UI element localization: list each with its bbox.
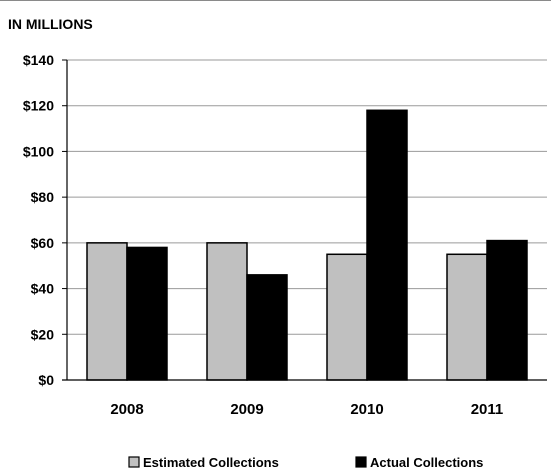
bar-actual-2008 xyxy=(126,246,168,381)
bar-estimated-2008 xyxy=(86,242,128,381)
y-tick-label: $80 xyxy=(31,189,55,205)
bar-actual-2010 xyxy=(366,109,408,381)
x-tick-label: 2008 xyxy=(110,401,143,418)
x-tick-labels: 2008 2009 2010 2011 xyxy=(110,401,503,418)
y-tick-label: $20 xyxy=(31,326,55,342)
y-tick-label: $100 xyxy=(23,143,54,159)
x-tick-label: 2009 xyxy=(230,401,263,418)
y-tick-label: $0 xyxy=(38,372,54,388)
y-tick-label: $140 xyxy=(23,52,54,68)
bar-estimated-2010 xyxy=(326,253,368,381)
y-tick-label: $120 xyxy=(23,98,54,114)
x-tick-label: 2010 xyxy=(350,401,383,418)
bar-actual-2009 xyxy=(246,274,288,381)
legend-swatch xyxy=(128,456,140,468)
y-tick-label: $40 xyxy=(31,281,55,297)
unit-label: IN MILLIONS xyxy=(8,16,93,32)
legend-label: Actual Collections xyxy=(370,455,483,470)
bar-estimated-2009 xyxy=(206,242,248,381)
y-tick-label: $60 xyxy=(31,235,55,251)
x-tick-label: 2011 xyxy=(471,401,504,418)
bar-estimated-2011 xyxy=(446,253,488,381)
legend-label: Estimated Collections xyxy=(143,455,279,470)
legend-swatch xyxy=(355,456,367,468)
bar-actual-2011 xyxy=(486,239,528,381)
y-tick-labels: $0 $20 $40 $60 $80 $100 $120 $140 xyxy=(23,52,54,388)
bars xyxy=(86,109,528,381)
axes xyxy=(62,59,547,381)
legend: Estimated Collections Actual Collections xyxy=(128,455,483,470)
